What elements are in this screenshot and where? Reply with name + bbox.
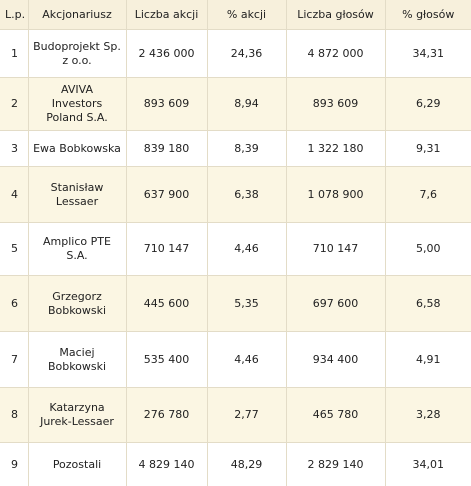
cell-lp: 7 xyxy=(0,332,28,388)
cell-shareholder: Budoprojekt Sp.z o.o. xyxy=(28,30,126,78)
header-shareholder: Akcjonariusz xyxy=(28,0,126,30)
cell-lp: 4 xyxy=(0,167,28,223)
cell-votes: 934 400 xyxy=(286,332,385,388)
cell-votes: 4 872 000 xyxy=(286,30,385,78)
cell-shares-pct: 48,29 xyxy=(207,443,286,486)
cell-shares-pct: 4,46 xyxy=(207,223,286,276)
shareholder-name-line: S.A. xyxy=(33,249,122,263)
cell-lp: 2 xyxy=(0,78,28,131)
header-lp: L.p. xyxy=(0,0,28,30)
shareholder-name-line: Grzegorz xyxy=(33,290,122,304)
cell-lp: 8 xyxy=(0,388,28,443)
cell-lp: 6 xyxy=(0,276,28,332)
cell-shares: 839 180 xyxy=(126,131,207,167)
cell-lp: 5 xyxy=(0,223,28,276)
cell-shares: 637 900 xyxy=(126,167,207,223)
cell-votes-pct: 5,00 xyxy=(385,223,471,276)
header-votes: Liczba głosów xyxy=(286,0,385,30)
cell-shares: 4 829 140 xyxy=(126,443,207,486)
cell-votes-pct: 34,31 xyxy=(385,30,471,78)
cell-shares-pct: 4,46 xyxy=(207,332,286,388)
cell-shareholder: Ewa Bobkowska xyxy=(28,131,126,167)
shareholder-name-line: Maciej xyxy=(33,346,122,360)
cell-votes: 1 078 900 xyxy=(286,167,385,223)
cell-shares-pct: 24,36 xyxy=(207,30,286,78)
cell-shares: 445 600 xyxy=(126,276,207,332)
cell-votes: 710 147 xyxy=(286,223,385,276)
header-row: L.p. Akcjonariusz Liczba akcji % akcji L… xyxy=(0,0,471,30)
cell-shares: 893 609 xyxy=(126,78,207,131)
cell-shares-pct: 6,38 xyxy=(207,167,286,223)
shareholder-name-line: AVIVA xyxy=(33,83,122,97)
cell-lp: 9 xyxy=(0,443,28,486)
shareholder-name-line: Katarzyna xyxy=(33,401,122,415)
cell-votes-pct: 4,91 xyxy=(385,332,471,388)
cell-shares-pct: 8,94 xyxy=(207,78,286,131)
header-votes-pct: % głosów xyxy=(385,0,471,30)
cell-lp: 1 xyxy=(0,30,28,78)
cell-votes-pct: 6,58 xyxy=(385,276,471,332)
cell-shares-pct: 5,35 xyxy=(207,276,286,332)
shareholder-name-line: Bobkowski xyxy=(33,360,122,374)
cell-shares: 535 400 xyxy=(126,332,207,388)
cell-votes: 1 322 180 xyxy=(286,131,385,167)
cell-shareholder: Pozostali xyxy=(28,443,126,486)
cell-votes: 2 829 140 xyxy=(286,443,385,486)
cell-shares-pct: 2,77 xyxy=(207,388,286,443)
cell-votes: 697 600 xyxy=(286,276,385,332)
cell-votes-pct: 9,31 xyxy=(385,131,471,167)
shareholder-name-line: Bobkowski xyxy=(33,304,122,318)
shareholder-name-line: Poland S.A. xyxy=(33,111,122,125)
cell-shares-pct: 8,39 xyxy=(207,131,286,167)
cell-shares: 276 780 xyxy=(126,388,207,443)
shareholder-name-line: Pozostali xyxy=(33,458,122,472)
shareholder-name-line: Stanisław xyxy=(33,181,122,195)
cell-votes-pct: 34,01 xyxy=(385,443,471,486)
cell-lp: 3 xyxy=(0,131,28,167)
cell-votes-pct: 3,28 xyxy=(385,388,471,443)
header-shares: Liczba akcji xyxy=(126,0,207,30)
cell-votes: 893 609 xyxy=(286,78,385,131)
shareholder-name-line: Budoprojekt Sp. xyxy=(33,40,122,54)
shareholder-name-line: Investors xyxy=(33,97,122,111)
shareholder-name-line: z o.o. xyxy=(33,54,122,68)
shareholder-name-line: Lessaer xyxy=(33,195,122,209)
cell-votes-pct: 6,29 xyxy=(385,78,471,131)
cell-votes: 465 780 xyxy=(286,388,385,443)
shareholder-name-line: Jurek-Lessaer xyxy=(33,415,122,429)
cell-shares: 710 147 xyxy=(126,223,207,276)
header-shares-pct: % akcji xyxy=(207,0,286,30)
shareholder-name-line: Amplico PTE xyxy=(33,235,122,249)
shareholder-name-line: Ewa Bobkowska xyxy=(33,142,122,156)
cell-shares: 2 436 000 xyxy=(126,30,207,78)
cell-votes-pct: 7,6 xyxy=(385,167,471,223)
